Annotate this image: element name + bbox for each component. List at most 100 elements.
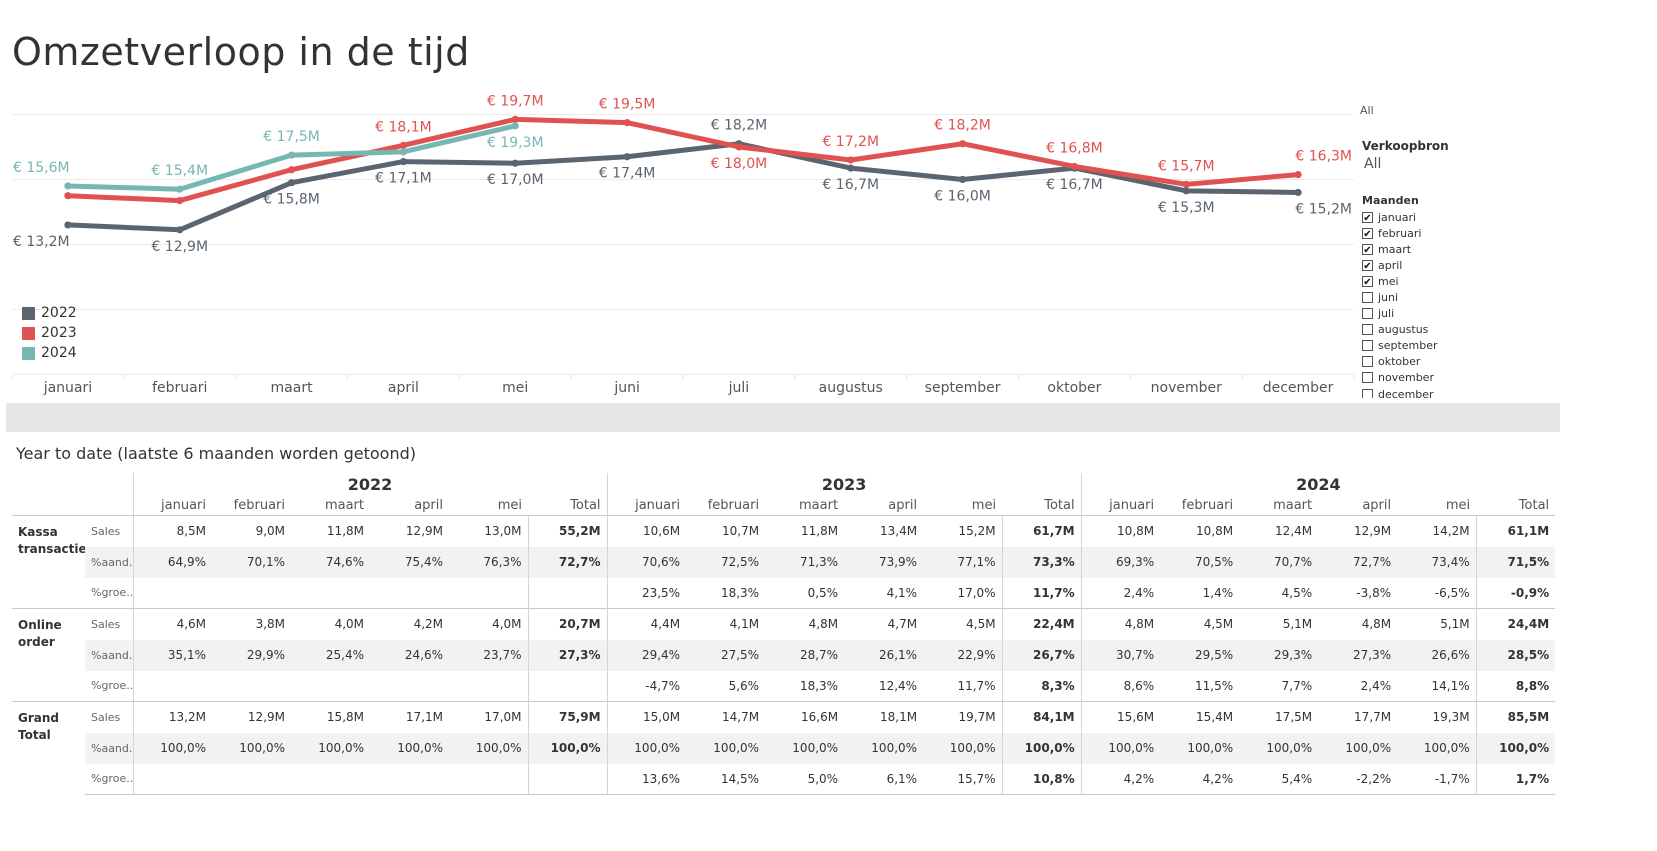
months-filter-list[interactable]: ✔ januari ✔ februari ✔ maart ✔ april ✔ mei juni jul… bbox=[1362, 209, 1482, 398]
table-cell bbox=[449, 763, 528, 795]
table-cell: 4,8M bbox=[765, 608, 845, 640]
month-filter-item[interactable]: augustus bbox=[1362, 322, 1482, 338]
data-label-2023: € 17,2M bbox=[822, 134, 879, 150]
checkbox-checked-icon[interactable]: ✔ bbox=[1362, 259, 1373, 272]
month-filter-item[interactable]: september bbox=[1362, 338, 1482, 354]
month-filter-item[interactable]: juni bbox=[1362, 289, 1482, 305]
table-cell: -2,2% bbox=[1318, 763, 1398, 795]
legend-label: 2024 bbox=[41, 345, 77, 361]
table-cell: 76,3% bbox=[449, 546, 528, 578]
month-filter-item[interactable]: ✔ mei bbox=[1362, 273, 1482, 289]
month-header: februari bbox=[233, 497, 285, 513]
table-cell: 4,5M bbox=[1160, 608, 1240, 640]
table-cell: 2,4% bbox=[1360, 678, 1392, 693]
table-cell: 71,3% bbox=[765, 546, 845, 578]
table-cell: 17,1M bbox=[370, 701, 449, 733]
total-cell: 72,7% bbox=[527, 546, 608, 578]
table-cell: 9,0M bbox=[212, 515, 291, 547]
total-cell: -0,9% bbox=[1475, 577, 1556, 609]
data-point-2022 bbox=[287, 179, 296, 187]
data-point-2023 bbox=[511, 115, 519, 123]
legend-item-2023[interactable]: 2023 bbox=[22, 323, 77, 343]
measure-label: %groe.. bbox=[85, 763, 133, 795]
data-point-2024 bbox=[399, 148, 408, 156]
month-filter-item[interactable]: ✔ januari bbox=[1362, 209, 1482, 225]
header-spacer bbox=[12, 473, 85, 495]
table-row: %groe.. 13,6% 14,5% 5,0% 6,1% 15,7% 10,8% 4,2% 4… bbox=[12, 763, 1556, 795]
checkbox-empty-icon[interactable] bbox=[1362, 388, 1373, 398]
source-filter-dropdown[interactable]: All bbox=[1364, 156, 1382, 172]
x-tick-label: september bbox=[925, 380, 1001, 396]
checkbox-checked-icon[interactable]: ✔ bbox=[1362, 243, 1373, 256]
checkbox-checked-icon[interactable]: ✔ bbox=[1362, 227, 1373, 240]
table-cell: 25,4% bbox=[291, 639, 370, 671]
table-cell: 4,5% bbox=[1281, 585, 1313, 600]
table-cell: -1,7% bbox=[1397, 763, 1477, 795]
total-cell: 8,8% bbox=[1475, 670, 1556, 702]
checkbox-empty-icon[interactable] bbox=[1362, 292, 1373, 304]
data-label-2022: € 15,2M bbox=[1295, 201, 1352, 217]
month-filter-item[interactable]: ✔ maart bbox=[1362, 241, 1482, 257]
table-cell: -6,5% bbox=[1434, 585, 1470, 600]
month-filter-item[interactable]: november bbox=[1362, 370, 1482, 386]
table-cell bbox=[291, 763, 370, 795]
legend-item-2022[interactable]: 2022 bbox=[22, 303, 77, 323]
data-point-2022 bbox=[847, 164, 855, 172]
table-cell: 69,3% bbox=[1080, 546, 1161, 578]
checkbox-empty-icon[interactable] bbox=[1362, 308, 1373, 320]
data-label-2023: € 18,2M bbox=[934, 118, 991, 134]
checkbox-empty-icon[interactable] bbox=[1362, 356, 1373, 368]
data-point-2022 bbox=[958, 175, 967, 184]
measure-label: %aand.. bbox=[85, 639, 133, 671]
checkbox-empty-icon[interactable] bbox=[1362, 372, 1373, 384]
checkbox-empty-icon[interactable] bbox=[1362, 324, 1373, 336]
month-filter-item[interactable]: ✔ februari bbox=[1362, 225, 1482, 241]
months-filter-label: Maanden bbox=[1362, 194, 1419, 207]
month-filter-item[interactable]: ✔ april bbox=[1362, 257, 1482, 273]
checkbox-checked-icon[interactable]: ✔ bbox=[1362, 211, 1373, 224]
month-header: Total bbox=[1518, 497, 1550, 513]
table-cell: 70,5% bbox=[1160, 546, 1240, 578]
x-tick-label: augustus bbox=[819, 380, 883, 396]
checkbox-checked-icon[interactable]: ✔ bbox=[1362, 275, 1373, 288]
month-header: Total bbox=[1044, 497, 1075, 513]
table-cell: 4,0M bbox=[291, 608, 370, 640]
month-filter-item[interactable]: juli bbox=[1362, 306, 1482, 322]
table-cell: 27,5% bbox=[686, 639, 766, 671]
table-cell: 15,2M bbox=[923, 515, 1003, 547]
total-cell: 55,2M bbox=[527, 515, 608, 547]
month-filter-item[interactable]: oktober bbox=[1362, 354, 1482, 370]
x-tick-label: mei bbox=[502, 380, 528, 396]
legend-item-2024[interactable]: 2024 bbox=[22, 343, 77, 363]
checkbox-empty-icon[interactable] bbox=[1362, 340, 1373, 352]
total-cell: 24,4M bbox=[1475, 608, 1556, 640]
table-row: Kassa transactie Sales 8,5M 9,0M 11,8M 12,9M 1… bbox=[12, 515, 1556, 609]
series-line-2023 bbox=[65, 116, 1301, 204]
table-cell: 10,7M bbox=[686, 515, 766, 547]
data-point-2022 bbox=[399, 157, 408, 166]
table-cell: 100,0% bbox=[1080, 732, 1161, 764]
header-spacer bbox=[85, 495, 133, 516]
month-filter-label: januari bbox=[1378, 210, 1417, 224]
table-cell: -3,8% bbox=[1356, 585, 1392, 600]
table-cell: 29,5% bbox=[1160, 639, 1240, 671]
total-cell: 85,5M bbox=[1475, 701, 1556, 733]
table-cell: 24,6% bbox=[370, 639, 449, 671]
month-filter-label: juli bbox=[1378, 307, 1395, 321]
table-cell: 19,3M bbox=[1397, 701, 1477, 733]
table-cell bbox=[370, 671, 449, 702]
table-cell: 0,5% bbox=[807, 585, 839, 600]
table-cell: 15,8M bbox=[291, 701, 370, 733]
data-label-2022: € 13,2M bbox=[13, 234, 70, 250]
table-cell: 18,1M bbox=[844, 701, 924, 733]
legend-label: 2023 bbox=[41, 325, 77, 341]
month-filter-label: oktober bbox=[1378, 355, 1421, 369]
table-cell: 73,4% bbox=[1397, 546, 1477, 578]
table-cell: 27,3% bbox=[1318, 639, 1398, 671]
month-filter-item[interactable]: december bbox=[1362, 386, 1482, 398]
data-point-2023 bbox=[623, 119, 631, 127]
month-header: februari bbox=[707, 497, 760, 513]
data-point-2023 bbox=[64, 192, 72, 200]
data-point-2023 bbox=[958, 140, 967, 148]
table-cell: 10,8M bbox=[1160, 515, 1240, 547]
